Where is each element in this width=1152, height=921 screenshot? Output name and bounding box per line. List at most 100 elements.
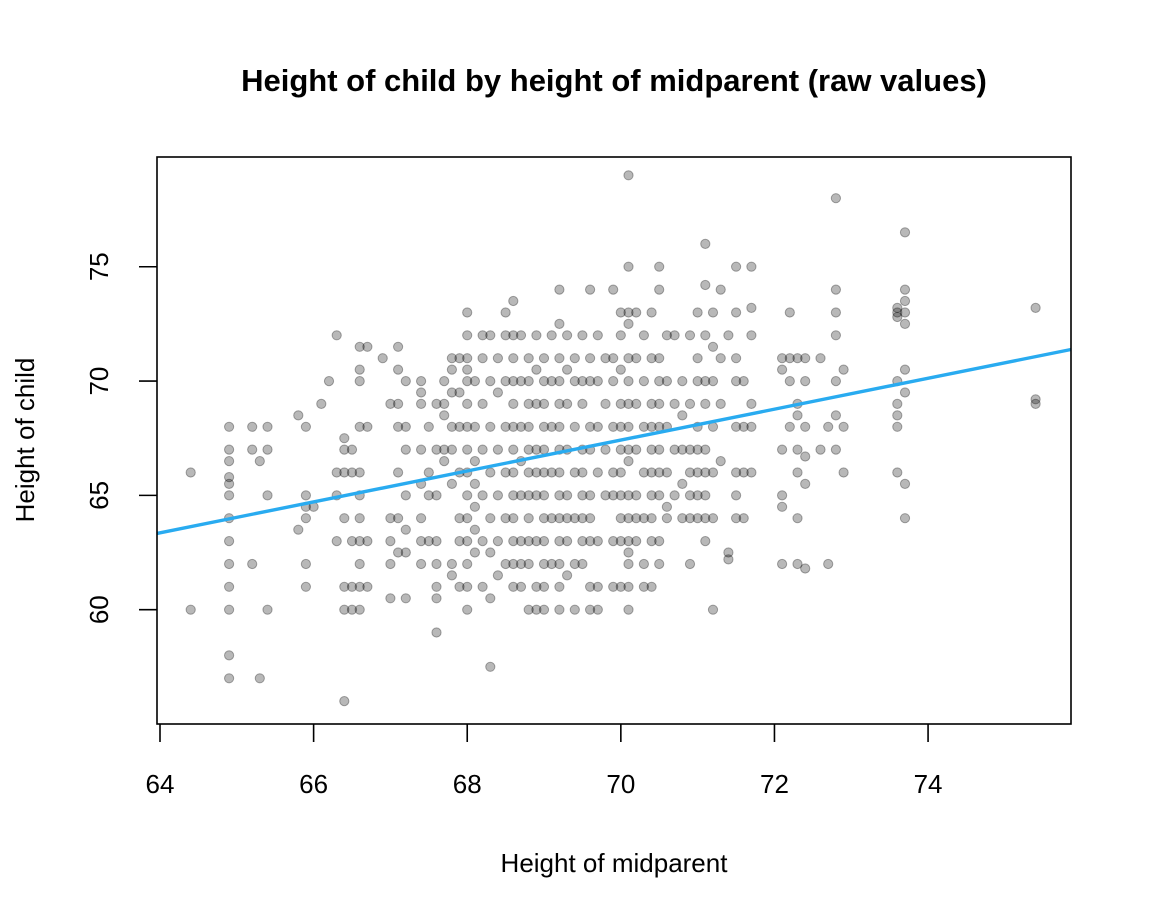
data-point	[416, 558, 427, 570]
data-point	[477, 398, 488, 409]
data-point	[224, 444, 235, 455]
data-point	[684, 558, 696, 570]
data-point	[500, 421, 511, 432]
data-point	[431, 444, 442, 455]
data-point	[546, 330, 557, 341]
data-point	[892, 467, 903, 478]
data-point	[523, 353, 534, 364]
data-point	[185, 467, 196, 478]
data-point	[661, 330, 673, 341]
data-point	[731, 261, 742, 272]
data-point	[485, 547, 496, 558]
data-point	[677, 478, 688, 489]
data-point	[538, 536, 550, 547]
data-point	[508, 330, 519, 341]
data-point	[431, 593, 442, 604]
data-point	[400, 490, 411, 501]
plot-frame	[156, 156, 1072, 725]
data-point	[692, 376, 703, 387]
data-point	[354, 536, 365, 547]
data-point	[477, 490, 488, 501]
data-point	[585, 604, 596, 615]
data-point	[393, 547, 404, 558]
data-point	[431, 536, 442, 547]
data-point	[523, 558, 534, 570]
data-point	[531, 467, 542, 478]
data-point	[731, 513, 742, 524]
data-point	[623, 398, 634, 409]
data-point	[715, 398, 726, 409]
data-point	[500, 467, 511, 478]
data-point	[523, 444, 534, 455]
data-point	[892, 398, 903, 409]
data-point	[562, 570, 573, 581]
data-point	[746, 302, 757, 313]
data-point	[462, 376, 473, 387]
data-point	[746, 421, 757, 432]
data-point	[262, 421, 273, 432]
data-point	[638, 421, 650, 432]
data-point	[585, 353, 596, 364]
data-point	[446, 558, 457, 570]
data-point	[577, 558, 588, 570]
data-point	[477, 353, 488, 364]
data-point	[631, 444, 642, 455]
data-point	[523, 398, 534, 409]
data-point	[492, 536, 503, 547]
data-point	[823, 421, 834, 432]
data-point	[469, 421, 480, 432]
x-tick-label: 74	[914, 769, 943, 799]
data-point	[746, 330, 757, 341]
data-point	[577, 490, 588, 501]
data-point	[515, 558, 527, 570]
data-point	[631, 398, 642, 409]
data-point	[562, 330, 573, 341]
data-point	[293, 410, 304, 421]
data-point	[439, 376, 450, 387]
data-point	[247, 558, 258, 570]
data-point	[654, 376, 665, 387]
data-point	[385, 593, 396, 604]
data-point	[562, 513, 573, 524]
data-point	[646, 421, 657, 432]
data-point	[623, 318, 634, 329]
data-point	[531, 364, 542, 375]
data-point	[362, 536, 373, 547]
data-point	[792, 558, 803, 570]
data-point	[646, 398, 657, 409]
data-point	[508, 536, 519, 547]
data-point	[899, 307, 911, 318]
data-point	[631, 490, 642, 501]
data-point	[654, 558, 665, 570]
data-point	[538, 444, 550, 455]
data-point	[661, 513, 673, 524]
data-point	[700, 330, 711, 341]
data-point	[354, 376, 365, 387]
data-point	[423, 421, 434, 432]
data-point	[485, 513, 496, 524]
data-point	[562, 398, 573, 409]
data-point	[700, 376, 711, 387]
data-point	[523, 513, 534, 524]
y-tick-label: 75	[84, 252, 114, 281]
data-point	[462, 307, 473, 318]
data-point	[777, 353, 788, 364]
data-point	[615, 581, 626, 592]
data-point	[792, 513, 803, 524]
data-point	[838, 467, 849, 478]
data-point	[462, 330, 473, 341]
data-point	[608, 284, 619, 295]
data-point	[738, 467, 749, 478]
data-point	[692, 444, 703, 455]
y-tick-label: 65	[84, 481, 114, 510]
data-point	[792, 410, 803, 421]
data-point	[469, 376, 480, 387]
data-point	[416, 444, 427, 455]
points-layer	[185, 170, 1041, 707]
data-point	[723, 554, 734, 565]
data-point	[554, 467, 565, 478]
data-point	[523, 467, 534, 478]
data-point	[515, 490, 527, 501]
data-point	[346, 581, 358, 592]
data-point	[585, 284, 596, 295]
